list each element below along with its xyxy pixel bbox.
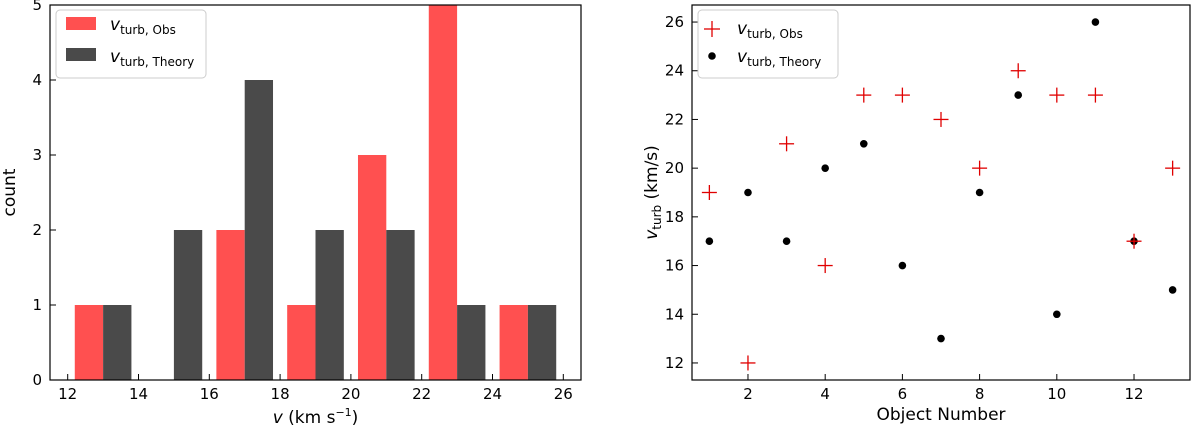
scatter-legend-frame (697, 9, 839, 79)
histogram-y-tick-label: 3 (32, 146, 42, 164)
scatter-legend-obs-label: vturb, Obs (737, 19, 803, 41)
scatter-point-theory-2 (744, 188, 752, 197)
scatter-point-theory-6 (898, 261, 907, 270)
histogram-bar-theory-1 (173, 230, 203, 380)
histogram-y-tick-label: 5 (32, 0, 42, 14)
scatter-x-tick-label: 2 (743, 385, 753, 403)
scatter-legend-obs-marker (704, 21, 720, 37)
scatter-point-theory-1 (705, 237, 714, 246)
scatter-plot-frame (691, 4, 1191, 381)
scatter-y-tick-label: 20 (665, 159, 684, 177)
scatter-point-obs-11 (1087, 87, 1103, 103)
histogram-bar-theory-6 (527, 305, 557, 380)
histogram-legend: vturb, Obs vturb, Theory (55, 9, 207, 79)
scatter-point-obs-5 (856, 87, 872, 103)
histogram-bar-obs-3 (357, 155, 387, 380)
scatter-y-tick-label: 24 (665, 62, 684, 80)
scatter-x-tick-label: 6 (898, 385, 908, 403)
scatter-point-obs-6 (894, 87, 910, 103)
scatter-point-obs-10 (1049, 87, 1065, 103)
histogram-x-tick-label: 20 (341, 385, 360, 403)
histogram-bar-theory-2 (244, 80, 274, 380)
scatter-point-obs-4 (817, 258, 833, 274)
histogram-bar-obs-0 (74, 305, 104, 380)
histogram-legend-theory-label: vturb, Theory (110, 47, 194, 69)
scatter-points (701, 18, 1181, 371)
scatter-x-tick-label: 12 (1124, 385, 1143, 403)
histogram-bar-theory-4 (386, 230, 415, 380)
histogram-x-tick-label: 16 (200, 385, 219, 403)
scatter-point-theory-13 (1168, 286, 1177, 294)
histogram-plot-frame (49, 4, 582, 381)
histogram-bar-theory-0 (103, 305, 132, 380)
scatter-x-tick-label: 10 (1047, 385, 1066, 403)
histogram-bar-obs-1 (216, 230, 245, 380)
scatter-point-obs-7 (933, 111, 949, 127)
scatter-point-obs-3 (779, 136, 795, 152)
histogram-bar-obs-2 (287, 305, 316, 380)
scatter-point-obs-1 (701, 185, 717, 200)
scatter-y-tick-label: 12 (665, 354, 684, 372)
scatter-legend-theory-marker (708, 52, 716, 60)
histogram-x-tick-label: 22 (412, 385, 431, 403)
histogram-y-axis-label: count (0, 168, 20, 216)
scatter-y-ticks: 12 14 16 18 20 22 24 26 (665, 13, 698, 372)
histogram-bar-obs-4 (428, 5, 458, 380)
histogram-bar-theory-5 (457, 305, 486, 380)
scatter-point-theory-9 (1014, 91, 1023, 99)
scatter-point-obs-8 (972, 160, 988, 176)
scatter-legend-theory-label: vturb, Theory (737, 47, 821, 69)
histogram-legend-obs-label: vturb, Obs (110, 15, 176, 37)
scatter-y-tick-label: 14 (665, 305, 684, 323)
scatter-point-theory-8 (975, 188, 984, 197)
histogram-legend-theory-swatch (66, 48, 96, 61)
scatter-x-tick-label: 8 (975, 385, 985, 403)
histogram-y-tick-label: 1 (32, 296, 42, 314)
histogram-x-tick-label: 24 (483, 385, 502, 403)
histogram-y-ticks: 0 1 2 3 4 5 (32, 0, 56, 389)
histogram-x-ticks: 12 14 16 18 20 22 24 26 (58, 374, 573, 403)
scatter-x-tick-label: 4 (820, 385, 830, 403)
scatter-point-obs-2 (740, 355, 756, 371)
scatter-point-obs-12 (1126, 233, 1142, 249)
histogram-x-axis-label: v (km s−1) (273, 406, 359, 428)
histogram-bar-theory-3 (315, 230, 344, 380)
histogram-x-tick-label: 12 (58, 385, 77, 403)
scatter-y-axis-label: vturb (km/s) (642, 145, 664, 240)
histogram-x-tick-label: 26 (554, 385, 573, 403)
histogram-x-tick-label: 14 (129, 385, 148, 403)
scatter-x-ticks: 2 4 6 8 10 12 (743, 374, 1144, 403)
scatter-y-tick-label: 16 (665, 257, 684, 275)
histogram-bar-obs-5 (499, 305, 528, 380)
scatter-point-theory-5 (859, 139, 868, 148)
scatter-point-theory-10 (1053, 310, 1061, 319)
scatter-point-theory-11 (1091, 18, 1100, 26)
scatter-point-obs-13 (1165, 160, 1181, 176)
scatter-x-axis-label: Object Number (876, 405, 1005, 425)
scatter-y-tick-label: 26 (665, 13, 684, 31)
scatter-y-tick-label: 22 (665, 110, 684, 128)
histogram-x-tick-label: 18 (271, 385, 290, 403)
histogram-legend-obs-swatch (66, 17, 96, 30)
scatter-point-theory-3 (782, 237, 791, 246)
scatter-legend: vturb, Obs vturb, Theory (697, 9, 839, 79)
scatter-point-theory-7 (937, 334, 945, 343)
histogram-y-tick-label: 0 (32, 371, 42, 389)
histogram-y-tick-label: 2 (32, 221, 42, 239)
scatter-y-tick-label: 18 (665, 208, 684, 226)
histogram-y-tick-label: 4 (32, 71, 42, 89)
scatter-point-theory-4 (821, 164, 829, 172)
scatter-point-obs-9 (1010, 63, 1026, 79)
histogram-bars (74, 5, 557, 380)
